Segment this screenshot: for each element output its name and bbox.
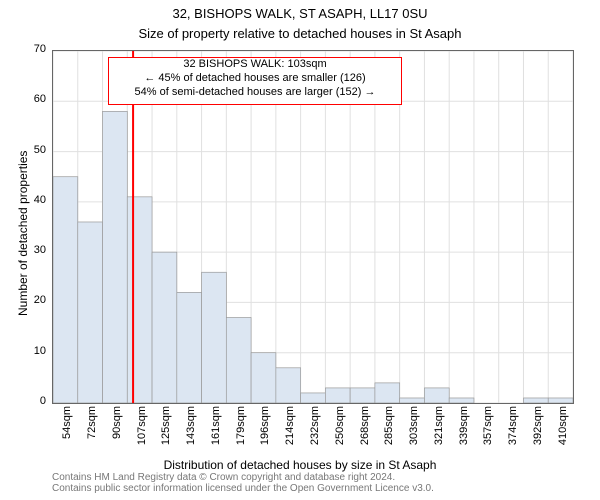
annotation-line: 54% of semi-detached houses are larger (… xyxy=(109,86,401,100)
histogram-bar xyxy=(276,368,301,403)
chart-container: { "header": { "address": "32, BISHOPS WA… xyxy=(0,0,600,500)
x-tick-label: 285sqm xyxy=(383,406,395,456)
annotation-line: ← 45% of detached houses are smaller (12… xyxy=(109,72,401,86)
x-tick-label: 125sqm xyxy=(160,406,172,456)
x-tick-label: 214sqm xyxy=(284,406,296,456)
y-axis-label: Number of detached properties xyxy=(16,151,30,316)
x-tick-label: 268sqm xyxy=(359,406,371,456)
y-tick-label: 0 xyxy=(40,395,46,407)
chart-subtitle: Size of property relative to detached ho… xyxy=(0,26,600,41)
x-tick-label: 410sqm xyxy=(557,406,569,456)
address-header: 32, BISHOPS WALK, ST ASAPH, LL17 0SU xyxy=(0,6,600,21)
licence-line-2: Contains public sector information licen… xyxy=(52,483,434,494)
y-tick-label: 50 xyxy=(34,144,46,156)
histogram-bar xyxy=(301,393,326,403)
histogram-bar xyxy=(103,111,128,403)
histogram-bar xyxy=(523,398,548,403)
y-tick-label: 40 xyxy=(34,194,46,206)
x-tick-label: 357sqm xyxy=(482,406,494,456)
x-tick-label: 232sqm xyxy=(309,406,321,456)
histogram-bar xyxy=(226,318,251,403)
histogram-bar xyxy=(152,252,177,403)
x-tick-label: 90sqm xyxy=(111,406,123,456)
histogram-bar xyxy=(127,197,152,403)
y-tick-label: 10 xyxy=(34,345,46,357)
x-tick-label: 196sqm xyxy=(259,406,271,456)
histogram-bar xyxy=(350,388,375,403)
y-tick-label: 30 xyxy=(34,244,46,256)
x-tick-label: 250sqm xyxy=(334,406,346,456)
licence-line-1: Contains HM Land Registry data © Crown c… xyxy=(52,472,434,483)
histogram-bar xyxy=(424,388,449,403)
y-tick-label: 20 xyxy=(34,294,46,306)
histogram-bar xyxy=(375,383,400,403)
x-tick-label: 107sqm xyxy=(136,406,148,456)
histogram-bar xyxy=(53,177,78,403)
histogram-bar xyxy=(177,292,202,403)
histogram-bar xyxy=(400,398,425,403)
x-tick-label: 374sqm xyxy=(507,406,519,456)
x-axis-label: Distribution of detached houses by size … xyxy=(0,458,600,472)
histogram-bar xyxy=(202,272,227,403)
histogram-bar xyxy=(325,388,350,403)
x-tick-label: 321sqm xyxy=(433,406,445,456)
histogram-bar xyxy=(78,222,103,403)
x-tick-label: 303sqm xyxy=(408,406,420,456)
x-tick-label: 179sqm xyxy=(235,406,247,456)
annotation-box: 32 BISHOPS WALK: 103sqm← 45% of detached… xyxy=(108,57,402,105)
histogram-bar xyxy=(449,398,474,403)
y-tick-label: 70 xyxy=(34,43,46,55)
x-tick-label: 161sqm xyxy=(210,406,222,456)
y-tick-label: 60 xyxy=(34,93,46,105)
x-tick-label: 143sqm xyxy=(185,406,197,456)
x-tick-label: 72sqm xyxy=(86,406,98,456)
histogram-bar xyxy=(548,398,573,403)
annotation-line: 32 BISHOPS WALK: 103sqm xyxy=(109,58,401,72)
x-tick-label: 339sqm xyxy=(458,406,470,456)
x-tick-label: 392sqm xyxy=(532,406,544,456)
histogram-bar xyxy=(251,353,276,403)
licence-text: Contains HM Land Registry data © Crown c… xyxy=(52,472,434,494)
x-tick-label: 54sqm xyxy=(61,406,73,456)
